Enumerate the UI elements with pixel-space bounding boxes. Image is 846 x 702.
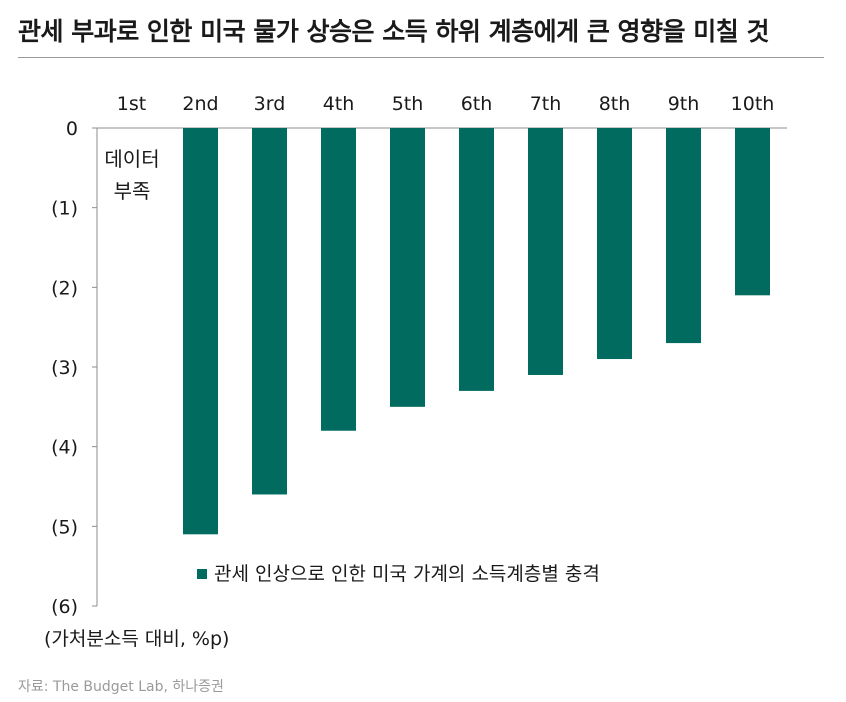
x-tick-label: 3rd [254, 93, 286, 115]
x-tick-label: 4th [323, 93, 355, 115]
chart-title: 관세 부과로 인한 미국 물가 상승은 소득 하위 계층에게 큰 영향을 미칠 … [18, 17, 769, 46]
y-tick-label: 0 [66, 118, 78, 140]
x-tick-label: 2nd [182, 93, 218, 115]
bar-10th [735, 128, 770, 296]
title-divider [18, 57, 824, 58]
x-tick-label: 9th [668, 93, 700, 115]
y-tick-label: (1) [51, 198, 78, 220]
y-tick-label: (4) [51, 437, 78, 459]
legend-swatch [197, 569, 207, 579]
bar-8th [597, 128, 632, 360]
y-tick-labels: 0 (1) (2) (3) (4) (5) (6) [51, 118, 97, 618]
y-tick-label: (6) [51, 596, 78, 618]
y-tick-label: (3) [51, 357, 78, 379]
bar-4th [321, 128, 356, 431]
x-tick-label: 7th [530, 93, 562, 115]
x-tick-label: 10th [731, 93, 775, 115]
annotation-line1: 데이터 [104, 147, 159, 171]
bar-5th [390, 128, 425, 407]
x-tick-label: 5th [392, 93, 424, 115]
source-note: 자료: The Budget Lab, 하나증권 [18, 679, 224, 695]
bar-3rd [252, 128, 287, 495]
x-tick-label: 1st [117, 93, 146, 115]
x-tick-label: 8th [599, 93, 631, 115]
bars [183, 128, 770, 535]
bar-6th [459, 128, 494, 391]
bar-7th [528, 128, 563, 375]
bar-9th [666, 128, 701, 344]
bar-2nd [183, 128, 218, 535]
y-tick-label: (2) [51, 277, 78, 299]
x-tick-labels: 1st 2nd 3rd 4th 5th 6th 7th 8th 9th 10th [117, 93, 775, 115]
y-axis-unit-label: (가처분소득 대비, %p) [44, 628, 229, 650]
x-tick-label: 6th [461, 93, 493, 115]
legend-label: 관세 인상으로 인한 미국 가계의 소득계층별 충격 [214, 563, 600, 585]
annotation-line2: 부족 [114, 179, 151, 203]
y-tick-label: (5) [51, 516, 78, 538]
